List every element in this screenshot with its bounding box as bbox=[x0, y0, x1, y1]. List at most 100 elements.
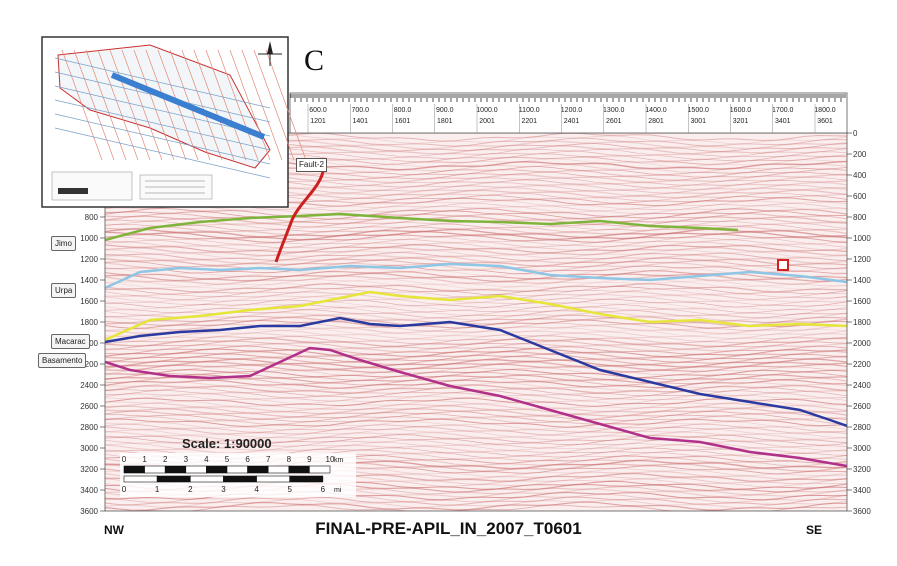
top-axis-label: 1700.0 bbox=[772, 107, 794, 114]
reflector-line bbox=[105, 207, 847, 218]
inset-tie-line bbox=[54, 57, 271, 109]
scale-mi-segment bbox=[289, 475, 324, 483]
scale-mi-segment bbox=[189, 475, 224, 483]
inset-survey-line bbox=[73, 49, 115, 161]
top-axis-cdp-label: 2401 bbox=[564, 118, 580, 125]
reflector-line bbox=[105, 257, 847, 267]
reflector-line bbox=[105, 262, 847, 272]
reflector-line bbox=[105, 301, 847, 311]
reflector-line bbox=[105, 363, 847, 374]
top-axis-band bbox=[289, 92, 848, 134]
inset-survey-line bbox=[241, 49, 283, 161]
reflector-line bbox=[105, 358, 847, 368]
reflector-line bbox=[105, 288, 847, 298]
right-axis-label: 3200 bbox=[853, 465, 871, 474]
reflector-line bbox=[105, 278, 847, 287]
reflector-line bbox=[105, 423, 847, 433]
scale-mi-label: 5 bbox=[288, 485, 293, 494]
reflector-line bbox=[105, 436, 847, 446]
horizon-jimo bbox=[105, 212, 739, 242]
left-axis-label: 1600 bbox=[80, 297, 98, 306]
fault-label: Fault-2 bbox=[296, 158, 327, 172]
scale-km-label: 5 bbox=[225, 455, 230, 464]
reflector-line bbox=[105, 311, 847, 321]
right-axis-label: 2000 bbox=[853, 339, 871, 348]
location-map-inset bbox=[41, 36, 307, 208]
reflector-line bbox=[105, 254, 847, 265]
top-axis-label: 1500.0 bbox=[688, 107, 710, 114]
right-axis-label: 600 bbox=[853, 192, 867, 201]
reflector-line bbox=[105, 387, 847, 397]
reflector-line bbox=[105, 304, 847, 313]
reflector-line bbox=[105, 431, 847, 441]
right-axis-label: 0 bbox=[853, 129, 858, 138]
inset-survey-line bbox=[121, 49, 163, 161]
reflector-line bbox=[105, 361, 847, 371]
top-axis-label: 1600.0 bbox=[730, 107, 752, 114]
reflector-line bbox=[105, 439, 847, 449]
inset-survey-line bbox=[85, 49, 127, 161]
inset-survey-line bbox=[217, 49, 259, 161]
reflector-line bbox=[105, 379, 847, 389]
reflector-line bbox=[105, 426, 847, 436]
scale-mi-label: 2 bbox=[188, 485, 193, 494]
scale-mi-unit: mi bbox=[334, 487, 342, 494]
top-axis-cdp-label: 3601 bbox=[817, 118, 833, 125]
left-axis-label: 800 bbox=[85, 213, 99, 222]
scale-bar: 0 1 2 3 4 5 6 7 8 9 10 km 0 1 2 3 4 5 6 mi bbox=[120, 453, 356, 497]
right-axis-label: 400 bbox=[853, 171, 867, 180]
horizon-label-urpa: Urpa bbox=[51, 283, 77, 298]
scale-km-label: 9 bbox=[307, 455, 312, 464]
reflector-line bbox=[105, 280, 847, 290]
reflector-line bbox=[105, 337, 847, 347]
reflector-line bbox=[105, 213, 847, 223]
reflector-line bbox=[105, 405, 847, 415]
top-axis-label: 600.0 bbox=[309, 107, 327, 114]
reflector-line bbox=[105, 353, 847, 363]
reflector-line bbox=[105, 368, 847, 379]
left-axis-label: 2200 bbox=[80, 360, 98, 369]
reflector-line bbox=[105, 350, 847, 361]
inset-tie-line bbox=[54, 127, 271, 179]
scale-km-label: 2 bbox=[163, 455, 168, 464]
reflector-line bbox=[105, 286, 847, 295]
scale-km-segment bbox=[144, 465, 166, 474]
inset-survey-line bbox=[145, 49, 187, 161]
scale-km-label: 3 bbox=[184, 455, 189, 464]
left-axis-label: 2600 bbox=[80, 402, 98, 411]
direction-nw: NW bbox=[104, 523, 124, 537]
inset-survey-line bbox=[97, 49, 139, 161]
direction-se: SE bbox=[806, 523, 823, 537]
scale-mi-label: 0 bbox=[122, 485, 127, 494]
fault-2-trace bbox=[274, 171, 325, 263]
reflector-line bbox=[105, 415, 847, 426]
reflector-line bbox=[105, 501, 847, 511]
scale-km-label: 8 bbox=[287, 455, 292, 464]
top-axis-label: 800.0 bbox=[394, 107, 412, 114]
reflector-line bbox=[105, 418, 847, 428]
scale-mi-label: 6 bbox=[321, 485, 326, 494]
inset-survey-line bbox=[265, 49, 307, 161]
scale-mi-segment bbox=[256, 475, 291, 483]
reflector-line bbox=[105, 402, 847, 412]
top-axis-cdp-label: 2801 bbox=[648, 118, 664, 125]
inset-survey-line bbox=[229, 49, 271, 161]
reflector-line bbox=[105, 330, 847, 340]
scale-km-label: 1 bbox=[142, 455, 147, 464]
inset-survey-line bbox=[61, 49, 103, 161]
top-axis-label: 1300.0 bbox=[603, 107, 625, 114]
reflector-line bbox=[105, 230, 847, 241]
left-axis-label: 1400 bbox=[80, 276, 98, 285]
reflector-line bbox=[105, 296, 847, 306]
scale-km-segment bbox=[309, 465, 331, 474]
scale-bar-background bbox=[120, 453, 356, 497]
reflector-line bbox=[105, 275, 847, 285]
reflector-line bbox=[105, 392, 847, 402]
inset-survey-line bbox=[181, 49, 223, 161]
inset-tie-line bbox=[54, 113, 271, 165]
reflector-line bbox=[105, 499, 847, 509]
scale-km-segment bbox=[267, 465, 290, 474]
horizon-label-jimo: Jimo bbox=[51, 236, 76, 251]
scale-mi-label: 1 bbox=[155, 485, 160, 494]
reflector-line bbox=[105, 322, 847, 332]
